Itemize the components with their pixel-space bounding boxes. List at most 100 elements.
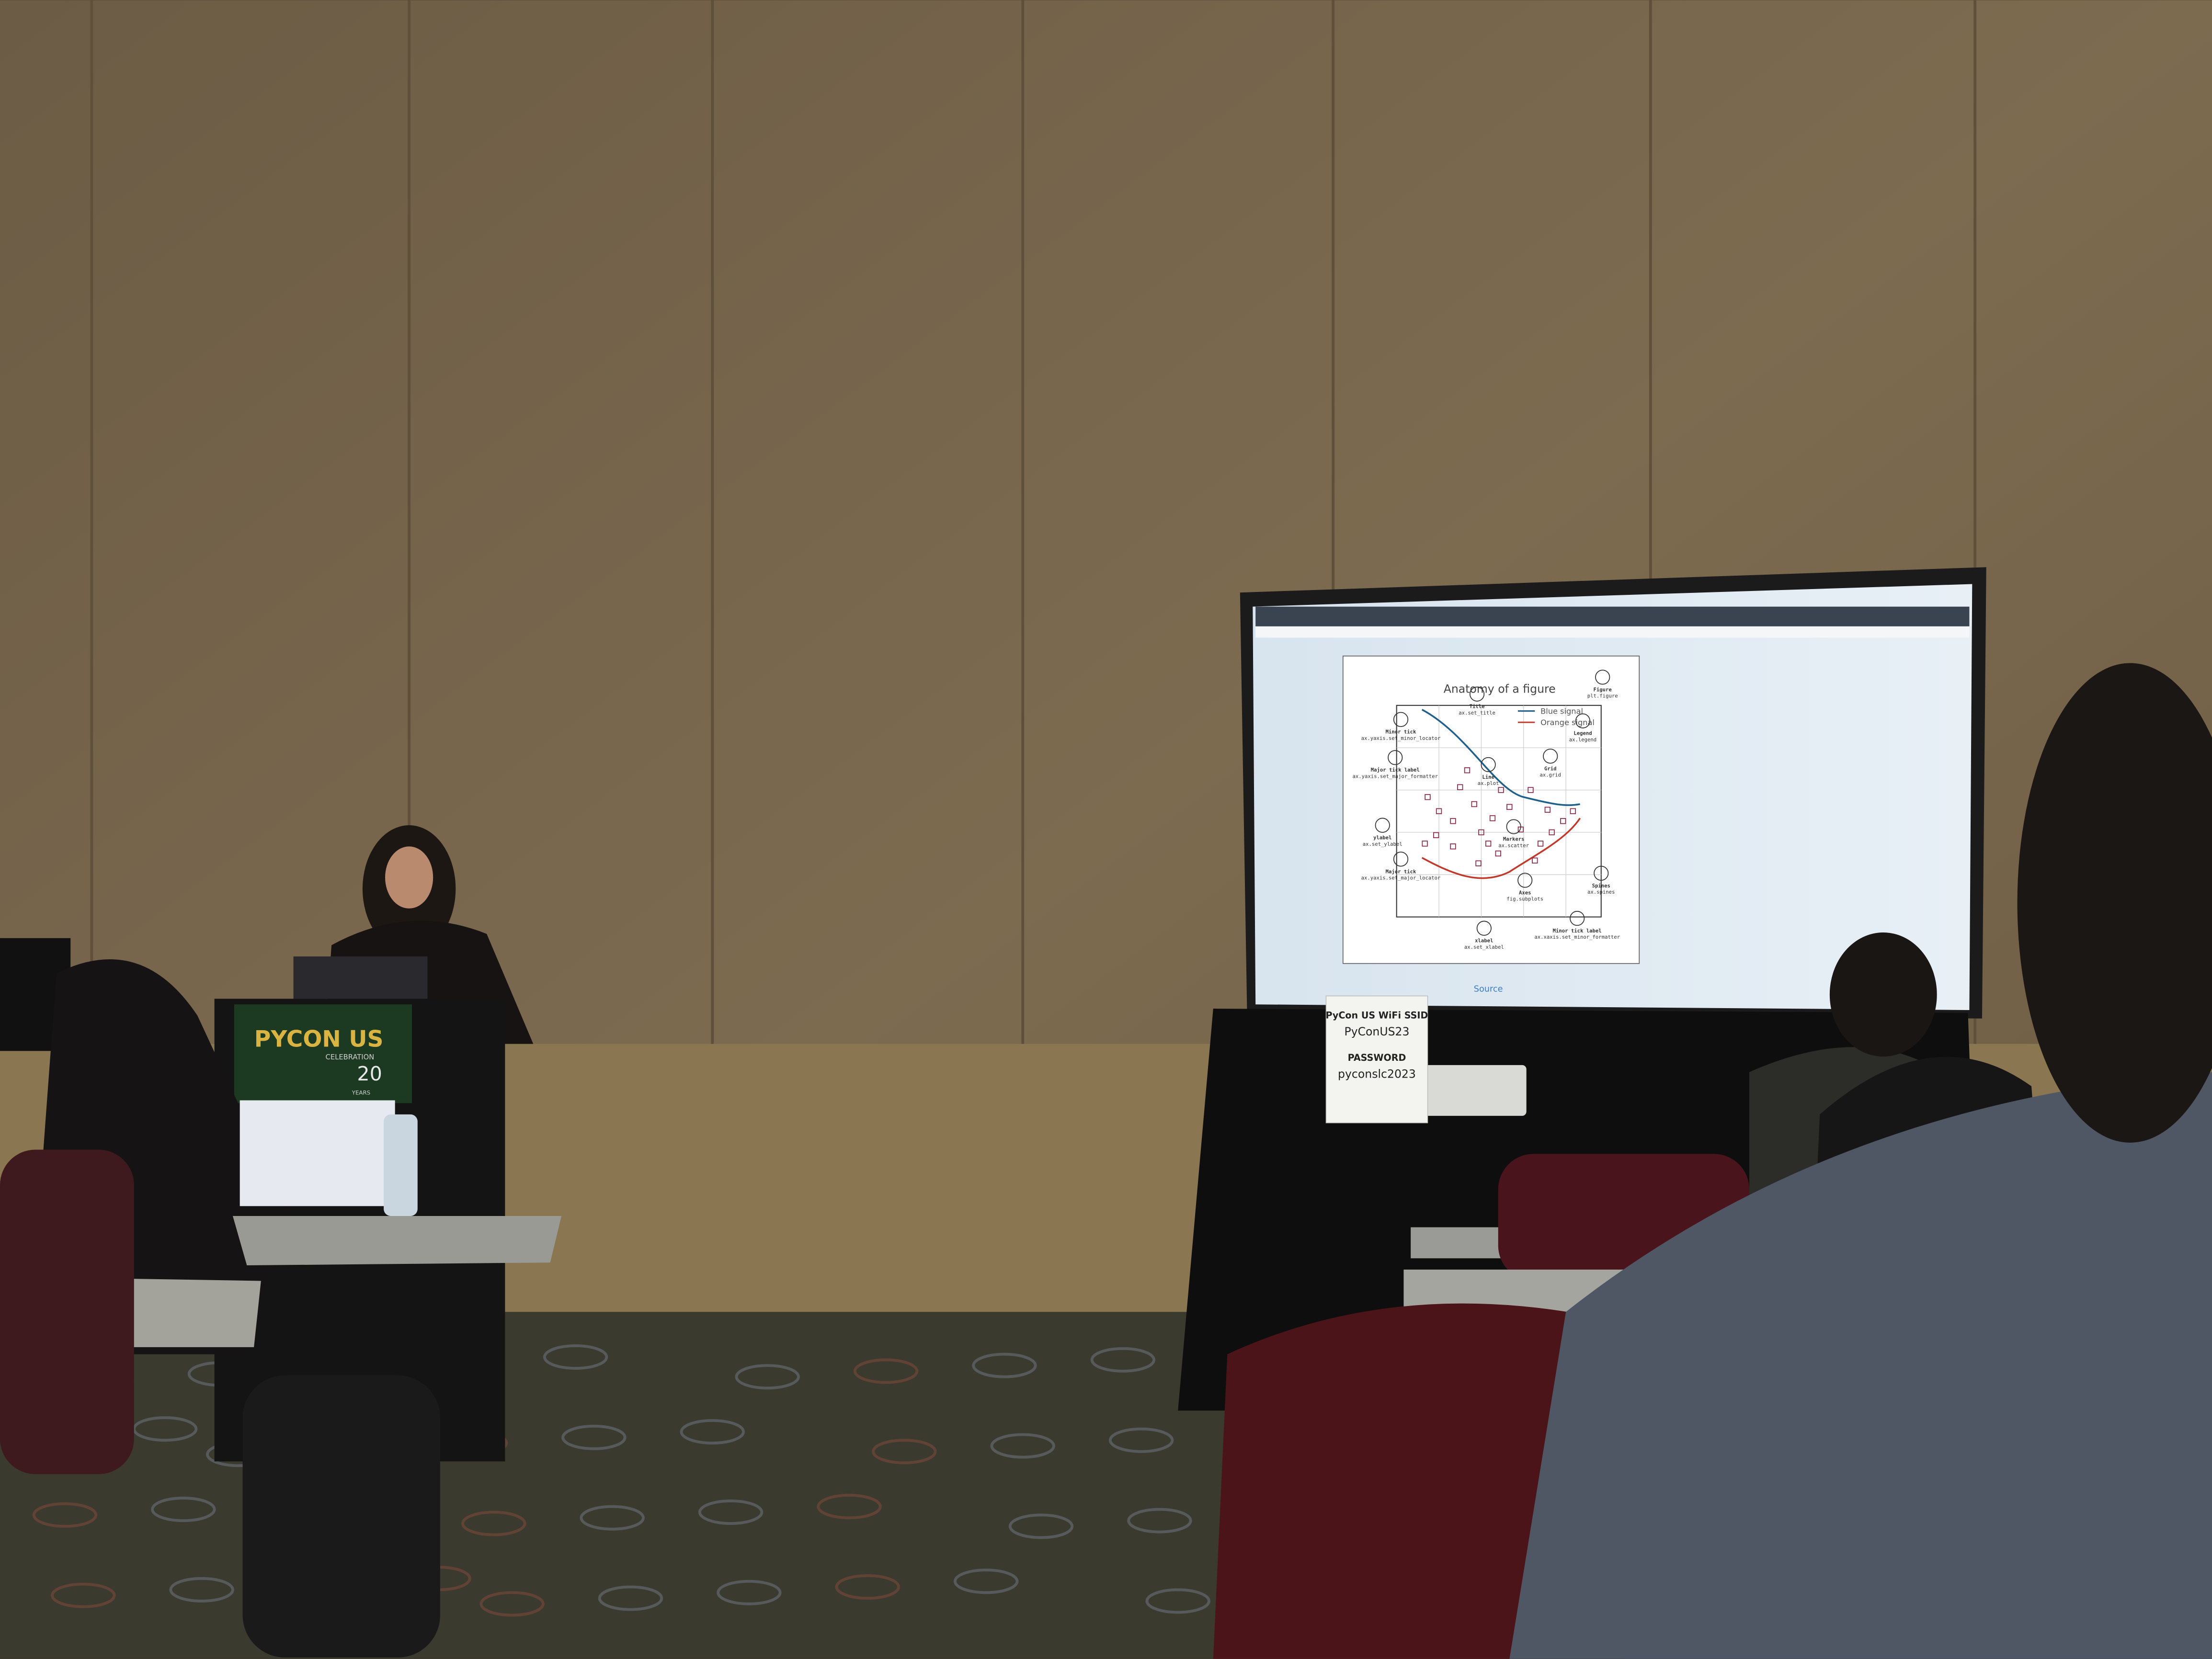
annotation-marker	[1375, 818, 1390, 833]
carpet-swirl	[1008, 1513, 1074, 1539]
carpet-swirl	[680, 1419, 745, 1445]
carpet-swirl	[953, 1568, 1019, 1594]
scatter-marker	[1549, 829, 1555, 836]
scatter-marker	[1560, 818, 1566, 824]
scatter-marker	[1570, 808, 1576, 814]
scatter-marker	[1478, 829, 1484, 836]
annotation-marker	[1506, 819, 1521, 834]
table-left	[232, 1216, 562, 1266]
wifi-password-label: PASSWORD	[1348, 1052, 1406, 1063]
annotation-code: ax.legend	[1569, 737, 1596, 743]
annotation-label: Axes	[1519, 890, 1531, 896]
carpet-swirl	[461, 1511, 526, 1536]
annotation-code: ax.yaxis.set_minor_locator	[1361, 736, 1441, 741]
carpet-swirl	[32, 1502, 98, 1528]
carpet-swirl	[561, 1424, 627, 1450]
projector	[1422, 1065, 1527, 1116]
annotation-marker	[1476, 920, 1492, 936]
banner-title: PYCON US	[254, 1026, 384, 1053]
banner-years-number: 20	[357, 1062, 382, 1085]
wifi-ssid: PyConUS23	[1344, 1025, 1409, 1038]
wifi-password: pyconslc2023	[1338, 1067, 1416, 1080]
podium-laptop	[293, 956, 428, 999]
annotation-code: ax.scatter	[1498, 843, 1529, 849]
annotation-marker	[1543, 749, 1558, 764]
annotation-label: Major tick	[1386, 869, 1416, 875]
browser-tabs	[1255, 606, 1970, 626]
carpet-swirl	[479, 1591, 545, 1617]
source-link[interactable]: Source	[1474, 985, 1503, 994]
browser-address-bar	[1255, 626, 1970, 638]
annotation-code: ax.plot	[1478, 781, 1499, 786]
annotation-marker	[1517, 873, 1533, 888]
annotation-marker	[1595, 670, 1610, 685]
annotation-label: Grid	[1544, 766, 1557, 772]
annotation-marker	[1469, 686, 1485, 702]
annotation-code: ax.set_ylabel	[1363, 841, 1402, 847]
annotation-marker	[1393, 852, 1409, 867]
carpet-swirl	[598, 1585, 663, 1611]
carpet-swirl	[872, 1439, 937, 1465]
scatter-marker	[1506, 804, 1513, 810]
scatter-marker	[1450, 843, 1456, 850]
scatter-marker	[1425, 794, 1431, 800]
banner-years-label: YEARS	[352, 1090, 370, 1096]
annotation-label: Figure	[1594, 687, 1612, 693]
annotation-label: Spines	[1592, 883, 1610, 889]
carpet-swirl	[1090, 1347, 1156, 1373]
annotation-code: plt.figure	[1587, 693, 1618, 699]
scatter-marker	[1495, 850, 1501, 857]
annotation-label: Title	[1470, 704, 1485, 710]
annotation-label: Minor tick	[1386, 729, 1416, 735]
annotation-marker	[1481, 757, 1496, 773]
carpet-swirl	[543, 1344, 608, 1370]
annotation-marker	[1388, 750, 1403, 765]
carpet-swirl	[817, 1494, 882, 1520]
podium-banner	[234, 1004, 412, 1103]
annotation-code: ax.yaxis.set_major_formatter	[1352, 774, 1438, 780]
scatter-marker	[1498, 787, 1504, 793]
scatter-marker	[1471, 801, 1477, 807]
figure-box	[1342, 655, 1640, 964]
carpet-swirl	[735, 1364, 800, 1390]
annotation-code: ax.grid	[1539, 773, 1561, 778]
scatter-marker	[1433, 832, 1439, 838]
banner-subtitle: CELEBRATION	[326, 1053, 375, 1061]
carpet-swirl	[151, 1497, 216, 1523]
scatter-marker	[1537, 841, 1544, 847]
speaker-face	[385, 846, 433, 909]
scatter-marker	[1457, 784, 1463, 790]
carpet-swirl	[169, 1577, 234, 1602]
wifi-heading: PyCon US WiFi SSID	[1326, 1010, 1428, 1021]
audience-member-foreground	[1509, 1072, 2212, 1659]
carpet-swirl	[1108, 1427, 1174, 1453]
scatter-marker	[1532, 857, 1538, 864]
carpet-swirl	[1127, 1508, 1192, 1534]
annotation-label: Markers	[1503, 837, 1525, 842]
annotation-label: xlabel	[1475, 938, 1493, 944]
wifi-sign	[1325, 995, 1428, 1124]
scatter-marker	[1464, 767, 1471, 773]
scatter-marker	[1544, 807, 1551, 813]
carpet-swirl	[698, 1499, 764, 1525]
legend-entry: Blue signal	[1540, 706, 1583, 716]
chair-left	[0, 1149, 134, 1474]
carpet-swirl	[835, 1574, 901, 1600]
annotation-code: ax.spines	[1587, 889, 1615, 895]
annotation-marker	[1575, 713, 1591, 728]
annotation-marker	[1570, 910, 1585, 926]
carpet-swirl	[1145, 1588, 1210, 1614]
annotation-marker	[1594, 865, 1609, 881]
annotation-label: ylabel	[1373, 835, 1391, 841]
backpack	[242, 1375, 440, 1658]
scatter-marker	[1450, 818, 1456, 824]
annotations: Titleax.set_titleFigureplt.figureLegenda…	[1352, 670, 1620, 950]
carpet-swirl	[972, 1352, 1037, 1378]
carpet-swirl	[990, 1433, 1055, 1459]
scatter-marker	[1475, 860, 1482, 866]
annotation-label: Legend	[1573, 731, 1592, 737]
carpet-swirl	[717, 1579, 782, 1605]
water-bottle	[384, 1114, 418, 1216]
